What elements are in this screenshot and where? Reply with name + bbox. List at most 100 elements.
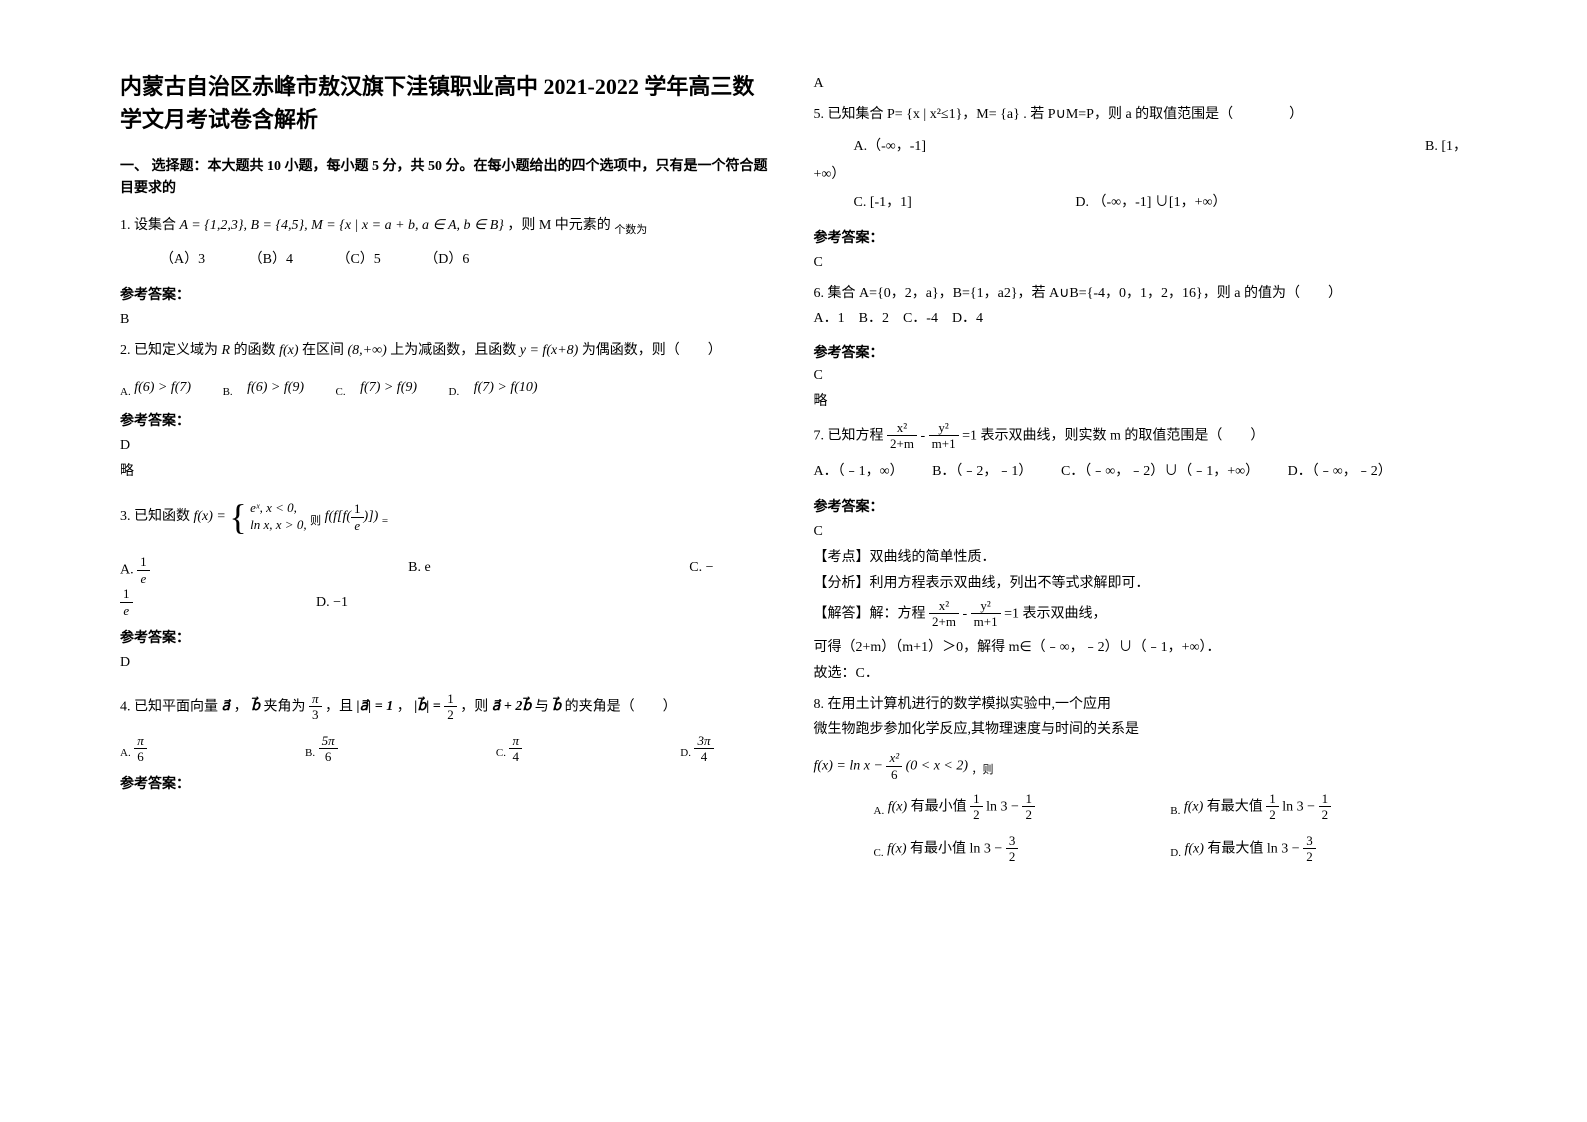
q6-answer: C bbox=[814, 368, 1468, 384]
q4-opt-d: D. 3π4 bbox=[680, 733, 713, 765]
q7-solve2: 可得（2+m）（m+1）＞0，解得 m∈（﹣∞，﹣2）∪（﹣1，+∞）． bbox=[814, 636, 1468, 656]
q3-opt-c: C. − bbox=[689, 554, 713, 586]
q5-cont: +∞） bbox=[814, 161, 1468, 189]
q2-yfx8: y = f(x+8) bbox=[520, 343, 579, 358]
q8-opt-d: D. f(x) 有最大值 ln 3 − 32 bbox=[1170, 833, 1315, 865]
question-4: 4. 已知平面向量 a⃗ ， b⃗ 夹角为 π3 ，且 |a⃗| = 1 ， |… bbox=[120, 691, 774, 723]
q2-R: R bbox=[222, 343, 231, 358]
q4-answer-label: 参考答案： bbox=[120, 773, 774, 793]
q2-opt-d: f(7) > f(10) bbox=[474, 380, 538, 395]
question-8: 8. 在用土计算机进行的数学模拟实验中,一个应用 微生物跑步参加化学反应,其物理… bbox=[814, 692, 1468, 865]
q3-eq: = bbox=[382, 515, 388, 527]
q2-fx: f(x) bbox=[279, 343, 298, 358]
question-7: 7. 已知方程 x²2+m - y²m+1 =1 表示双曲线，则实数 m 的取值… bbox=[814, 420, 1468, 486]
q3-opt-a: A. 1e bbox=[120, 554, 150, 586]
q5-text: 5. 已知集合 P= {x | x²≤1}，M= {a} . 若 P∪M=P，则… bbox=[814, 102, 1468, 127]
q7-opt-d: D．（﹣∞，﹣2） bbox=[1288, 458, 1392, 486]
q1-def: A = {1,2,3}, B = {4,5}, M = {x | x = a +… bbox=[180, 218, 504, 233]
q4-answer: A bbox=[814, 76, 1468, 92]
q3-options: A. 1e B. e C. − 1e D. −1 bbox=[120, 554, 774, 618]
page-title: 内蒙古自治区赤峰市敖汉旗下洼镇职业高中 2021-2022 学年高三数学文月考试… bbox=[120, 70, 774, 136]
q7-options: A．（﹣1，∞） B．（﹣2，﹣1） C．（﹣∞，﹣2）∪（﹣1，+∞） D．（… bbox=[814, 458, 1468, 486]
q2-interval: (8,+∞) bbox=[348, 343, 387, 358]
brace-icon: { bbox=[229, 503, 246, 532]
q2-opt-a: f(6) > f(7) bbox=[134, 380, 191, 395]
q1-suffix2: 个数为 bbox=[614, 224, 647, 236]
q6-explain: 略 bbox=[814, 390, 1468, 410]
q1-opt-d: （D）6 bbox=[424, 246, 469, 274]
q3-piecewise: eˣ, x < 0, ln x, x > 0, bbox=[250, 500, 306, 534]
q5-answer: C bbox=[814, 255, 1468, 271]
q1-opt-c: （C）5 bbox=[336, 246, 380, 274]
q2-suffix: 为偶函数，则（ ） bbox=[582, 343, 722, 358]
q3-opt-b: B. e bbox=[408, 554, 431, 586]
q3-frac: 1e bbox=[351, 501, 364, 533]
question-1: 1. 设集合 A = {1,2,3}, B = {4,5}, M = {x | … bbox=[120, 213, 774, 275]
q3-opt-c-frac: 1e bbox=[120, 586, 133, 618]
q8-line2: 微生物跑步参加化学反应,其物理速度与时间的关系是 bbox=[814, 717, 1468, 742]
q4-opt-a: A. π6 bbox=[120, 733, 147, 765]
q1-answer-label: 参考答案： bbox=[120, 284, 774, 304]
q2-answer: D bbox=[120, 438, 774, 454]
q4-opt-b: B. 5π6 bbox=[305, 733, 338, 765]
question-6: 6. 集合 A={0，2，a}，B={1，a2}，若 A∪B={-4，0，1，2… bbox=[814, 281, 1468, 331]
q4-prefix: 4. 已知平面向量 bbox=[120, 699, 218, 714]
q5-opt-b: B. [1， bbox=[1425, 133, 1467, 161]
q7-answer-label: 参考答案： bbox=[814, 496, 1468, 516]
question-2: 2. 已知定义域为 R 的函数 f(x) 在区间 (8,+∞) 上为减函数，且函… bbox=[120, 338, 774, 363]
q3-piece2: ln x, x > 0, bbox=[250, 517, 306, 534]
question-5: 5. 已知集合 P= {x | x²≤1}，M= {a} . 若 P∪M=P，则… bbox=[814, 102, 1468, 217]
q7-analysis: 【分析】利用方程表示双曲线，列出不等式求解即可． bbox=[814, 572, 1468, 592]
q7-opt-a: A．（﹣1，∞） bbox=[814, 458, 904, 486]
q2-a-pre: A. bbox=[120, 385, 131, 397]
section-1-header: 一、 选择题：本大题共 10 小题，每小题 5 分，共 50 分。在每小题给出的… bbox=[120, 156, 774, 201]
q8-line1: 8. 在用土计算机进行的数学模拟实验中,一个应用 bbox=[814, 692, 1468, 717]
q2-explain: 略 bbox=[120, 460, 774, 480]
q8-options: A. f(x) 有最小值 12 ln 3 − 12 B. f(x) 有最大值 1… bbox=[814, 791, 1468, 865]
q6-opts: A．1 B．2 C．-4 D．4 bbox=[814, 306, 1468, 331]
q2-mid1: 的函数 bbox=[234, 343, 276, 358]
q4-b: b⃗ bbox=[251, 699, 260, 714]
q1-options: （A）3 （B）4 （C）5 （D）6 bbox=[160, 246, 774, 274]
q2-b-pre: B. bbox=[223, 385, 244, 397]
q3-answer-label: 参考答案： bbox=[120, 627, 774, 647]
q2-opt-b: f(6) > f(9) bbox=[247, 380, 304, 395]
q2-mid3: 上为减函数，且函数 bbox=[390, 343, 516, 358]
q2-options: A. f(6) > f(7) B. f(6) > f(9) C. f(7) > … bbox=[120, 374, 774, 403]
q8-opt-b: B. f(x) 有最大值 12 ln 3 − 12 bbox=[1170, 791, 1331, 823]
q7-opt-c: C．（﹣∞，﹣2）∪（﹣1，+∞） bbox=[1061, 458, 1259, 486]
q5-opt-a: A.（-∞，-1] bbox=[854, 133, 927, 161]
q1-opt-b: （B）4 bbox=[249, 246, 293, 274]
q4-options: A. π6 B. 5π6 C. π4 D. 3π4 bbox=[120, 733, 774, 765]
q5-opt-d: D. （-∞，-1] ∪[1，+∞） bbox=[1075, 195, 1226, 210]
q3-then: 则 bbox=[310, 515, 321, 527]
q3-opt-d: D. −1 bbox=[316, 595, 348, 610]
right-column: A 5. 已知集合 P= {x | x²≤1}，M= {a} . 若 P∪M=P… bbox=[794, 70, 1488, 1052]
q2-answer-label: 参考答案： bbox=[120, 410, 774, 430]
q3-answer: D bbox=[120, 655, 774, 671]
q7-opt-b: B．（﹣2，﹣1） bbox=[932, 458, 1032, 486]
q7-point: 【考点】双曲线的简单性质． bbox=[814, 546, 1468, 566]
q2-mid2: 在区间 bbox=[302, 343, 344, 358]
q4-a: a⃗ bbox=[222, 699, 231, 714]
q7-answer: C bbox=[814, 524, 1468, 540]
q4-opt-c: C. π4 bbox=[496, 733, 522, 765]
q1-suffix: ，则 M 中元素的 bbox=[507, 218, 610, 233]
q8-opt-c: C. f(x) 有最小值 ln 3 − 32 bbox=[874, 833, 1171, 865]
q3-expr-suf: )]) bbox=[364, 509, 379, 524]
question-3: 3. 已知函数 f(x) = { eˣ, x < 0, ln x, x > 0,… bbox=[120, 500, 774, 534]
q1-opt-a: （A）3 bbox=[160, 246, 205, 274]
q7-prefix: 7. 已知方程 bbox=[814, 428, 884, 443]
q8-opt-a: A. f(x) 有最小值 12 ln 3 − 12 bbox=[874, 791, 1171, 823]
q2-opt-c: f(7) > f(9) bbox=[360, 380, 417, 395]
q5-answer-label: 参考答案： bbox=[814, 227, 1468, 247]
q5-opt-c: C. [-1，1] bbox=[854, 189, 912, 217]
q2-c-pre: C. bbox=[336, 385, 357, 397]
q3-expr-pre: f(f[f( bbox=[325, 509, 351, 524]
q7-solve: 【解答】解：方程 x²2+m - y²m+1 =1 表示双曲线， bbox=[814, 598, 1468, 630]
q2-d-pre: D. bbox=[449, 385, 471, 397]
q1-answer: B bbox=[120, 312, 774, 328]
q5-options: A.（-∞，-1] B. [1， +∞） C. [-1，1] D. （-∞，-1… bbox=[814, 133, 1468, 217]
q3-prefix: 3. 已知函数 bbox=[120, 509, 190, 524]
q7-solve3: 故选：C． bbox=[814, 662, 1468, 682]
